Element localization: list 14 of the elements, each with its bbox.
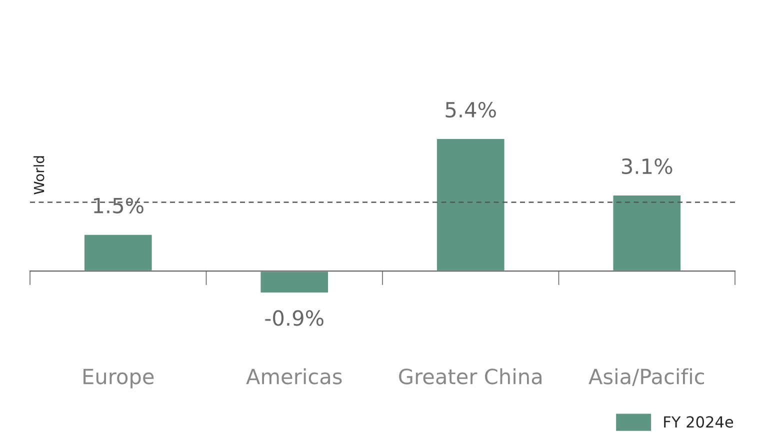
bar [259, 270, 330, 294]
x-tick-label: Europe [84, 368, 154, 388]
x-tick-label: Americas [246, 368, 342, 384]
bar [612, 194, 682, 272]
data-label: 1.5% [94, 198, 144, 214]
data-label: -0.9% [265, 310, 324, 326]
x-tick-label: Asia/Pacific [588, 368, 704, 386]
bar [436, 138, 506, 272]
bar [83, 233, 154, 272]
ref-line-label: World [34, 156, 44, 194]
legend-label: FY 2024e [664, 416, 734, 428]
data-label: 5.4% [446, 102, 496, 118]
x-tick-label: Greater China [399, 368, 542, 384]
data-label: 3.1% [622, 158, 672, 174]
